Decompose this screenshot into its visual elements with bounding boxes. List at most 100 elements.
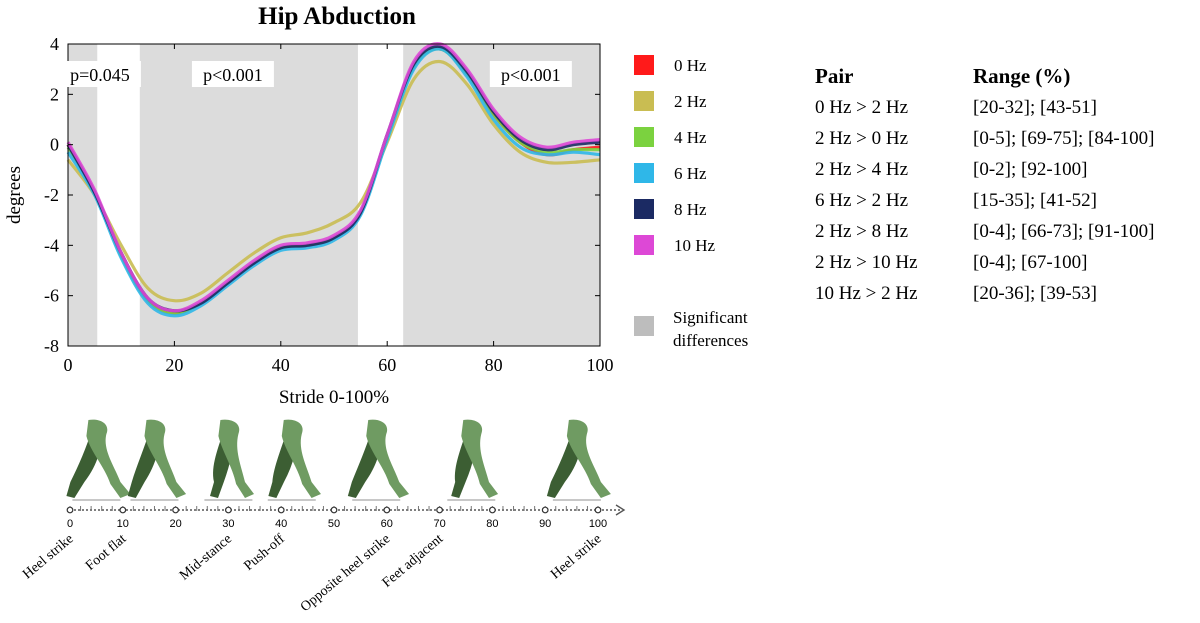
walking-legs-figure — [447, 419, 499, 501]
pair-cell: 2 Hz > 8 Hz — [815, 220, 909, 242]
range-cell: [0-2]; [92-100] — [973, 158, 1088, 180]
legend-label: 10 Hz — [674, 236, 716, 255]
pair-cell: 2 Hz > 10 Hz — [815, 251, 918, 273]
y-tick-label: -6 — [44, 286, 59, 306]
front-leg — [566, 419, 611, 498]
pair-cell: 2 Hz > 0 Hz — [815, 127, 909, 149]
timeline-tick-label: 40 — [275, 518, 287, 530]
x-tick-label: 0 — [64, 355, 73, 375]
ground-line — [447, 499, 496, 501]
phase-label: Mid-stance — [177, 532, 235, 584]
timeline-tick-label: 90 — [539, 518, 551, 530]
ground-line — [267, 499, 316, 501]
pair-cell: 0 Hz > 2 Hz — [815, 96, 909, 118]
x-axis-label: Stride 0-100% — [279, 387, 389, 408]
table-row: 6 Hz > 2 Hz [15-35]; [41-52] — [815, 185, 1155, 216]
phase-label: Heel strike — [548, 532, 604, 583]
timeline-tick-label: 80 — [486, 518, 498, 530]
legend-significance-label: Significant — [673, 308, 748, 327]
y-tick-label: 2 — [50, 84, 59, 104]
x-tick-label: 80 — [485, 355, 503, 375]
timeline-tick-marker — [594, 506, 602, 514]
p-value-label: p<0.001 — [501, 65, 561, 85]
front-leg — [366, 419, 410, 498]
series-line-10hz — [66, 42, 601, 313]
x-tick-label: 60 — [378, 355, 396, 375]
timeline-arrow — [615, 504, 626, 516]
header-range: Range (%) — [973, 63, 1071, 88]
p-value-label: p=0.045 — [70, 65, 130, 85]
phase-label: Foot flat — [83, 532, 129, 574]
table-body: 0 Hz > 2 Hz [20-32]; [43-51] 2 Hz > 0 Hz [0… — [815, 92, 1155, 309]
y-axis-label: degrees — [4, 166, 25, 224]
p-value-box — [58, 61, 141, 87]
timeline-tick-marker — [383, 506, 391, 514]
timeline-tick-marker — [436, 506, 444, 514]
front-leg — [218, 419, 254, 498]
significance-region — [403, 44, 600, 346]
ground-line — [72, 499, 121, 501]
phase-label: Push-off — [241, 531, 288, 574]
y-tick-label: -2 — [44, 185, 59, 205]
front-leg — [144, 419, 187, 498]
timeline-tick-label: 20 — [169, 518, 181, 530]
legend-swatch — [634, 127, 654, 147]
timeline-tick-marker — [66, 506, 74, 514]
phase-label: Opposite heel strike — [298, 532, 393, 615]
phase-label: Heel strike — [20, 532, 76, 583]
timeline-tick-label: 100 — [589, 518, 607, 530]
legend-swatch — [634, 91, 654, 111]
legend-label: 6 Hz — [674, 164, 707, 183]
table-row: 2 Hz > 0 Hz [0-5]; [69-75]; [84-100] — [815, 123, 1155, 154]
p-value-label: p<0.001 — [203, 65, 263, 85]
timeline-tick-marker — [330, 506, 338, 514]
timeline-tick-label: 30 — [222, 518, 234, 530]
timeline-tick-marker — [489, 506, 496, 514]
walking-legs-figure — [267, 419, 321, 501]
pair-cell: 10 Hz > 2 Hz — [815, 282, 918, 304]
legend-swatch — [634, 235, 654, 255]
x-tick-label: 100 — [587, 355, 614, 375]
timeline-tick-label: 10 — [117, 518, 129, 530]
legend-swatch-significance — [634, 316, 654, 336]
range-cell: [20-32]; [43-51] — [973, 96, 1097, 118]
walking-legs-figure — [127, 419, 187, 501]
pair-cell: 6 Hz > 2 Hz — [815, 189, 909, 211]
timeline-tick-marker — [119, 506, 127, 514]
range-cell: [15-35]; [41-52] — [973, 189, 1097, 211]
series-line-6hz — [66, 47, 601, 318]
chart-title: Hip Abduction — [258, 3, 416, 30]
timeline-tick-marker — [172, 506, 180, 514]
walking-legs-figure — [66, 419, 131, 501]
timeline-tick-label: 60 — [381, 518, 393, 530]
legend-label: 2 Hz — [674, 92, 707, 111]
table-row: 2 Hz > 10 Hz [0-4]; [67-100] — [815, 247, 1155, 278]
range-cell: [0-4]; [66-73]; [91-100] — [973, 220, 1155, 242]
timeline-tick-label: 50 — [328, 518, 340, 530]
timeline-tick-label: 70 — [433, 518, 445, 530]
y-tick-label: -4 — [44, 235, 59, 255]
comparison-table: Pair Range (%) 0 Hz > 2 Hz [20-32]; [43-5… — [815, 60, 1155, 309]
table-row: 10 Hz > 2 Hz [20-36]; [39-53] — [815, 278, 1155, 309]
legend-label: 8 Hz — [674, 200, 707, 219]
x-tick-label: 20 — [165, 355, 183, 375]
timeline-tick-marker — [277, 506, 285, 514]
table-row: 2 Hz > 4 Hz [0-2]; [92-100] — [815, 154, 1155, 185]
y-tick-label: 0 — [50, 135, 59, 155]
y-tick-label: -8 — [44, 336, 59, 356]
legend-significance-label: differences — [673, 331, 748, 350]
walking-legs-figure — [204, 419, 254, 501]
range-cell: [20-36]; [39-53] — [973, 282, 1097, 304]
p-value-box — [489, 61, 572, 87]
range-cell: [0-4]; [67-100] — [973, 251, 1088, 273]
table-row: 0 Hz > 2 Hz [20-32]; [43-51] — [815, 92, 1155, 123]
p-value-box — [191, 61, 274, 87]
header-pair: Pair — [815, 63, 854, 88]
timeline-tick-marker — [224, 506, 232, 514]
x-tick-label: 40 — [272, 355, 290, 375]
y-tick-label: 4 — [50, 34, 59, 54]
legend-label: 0 Hz — [674, 56, 707, 75]
